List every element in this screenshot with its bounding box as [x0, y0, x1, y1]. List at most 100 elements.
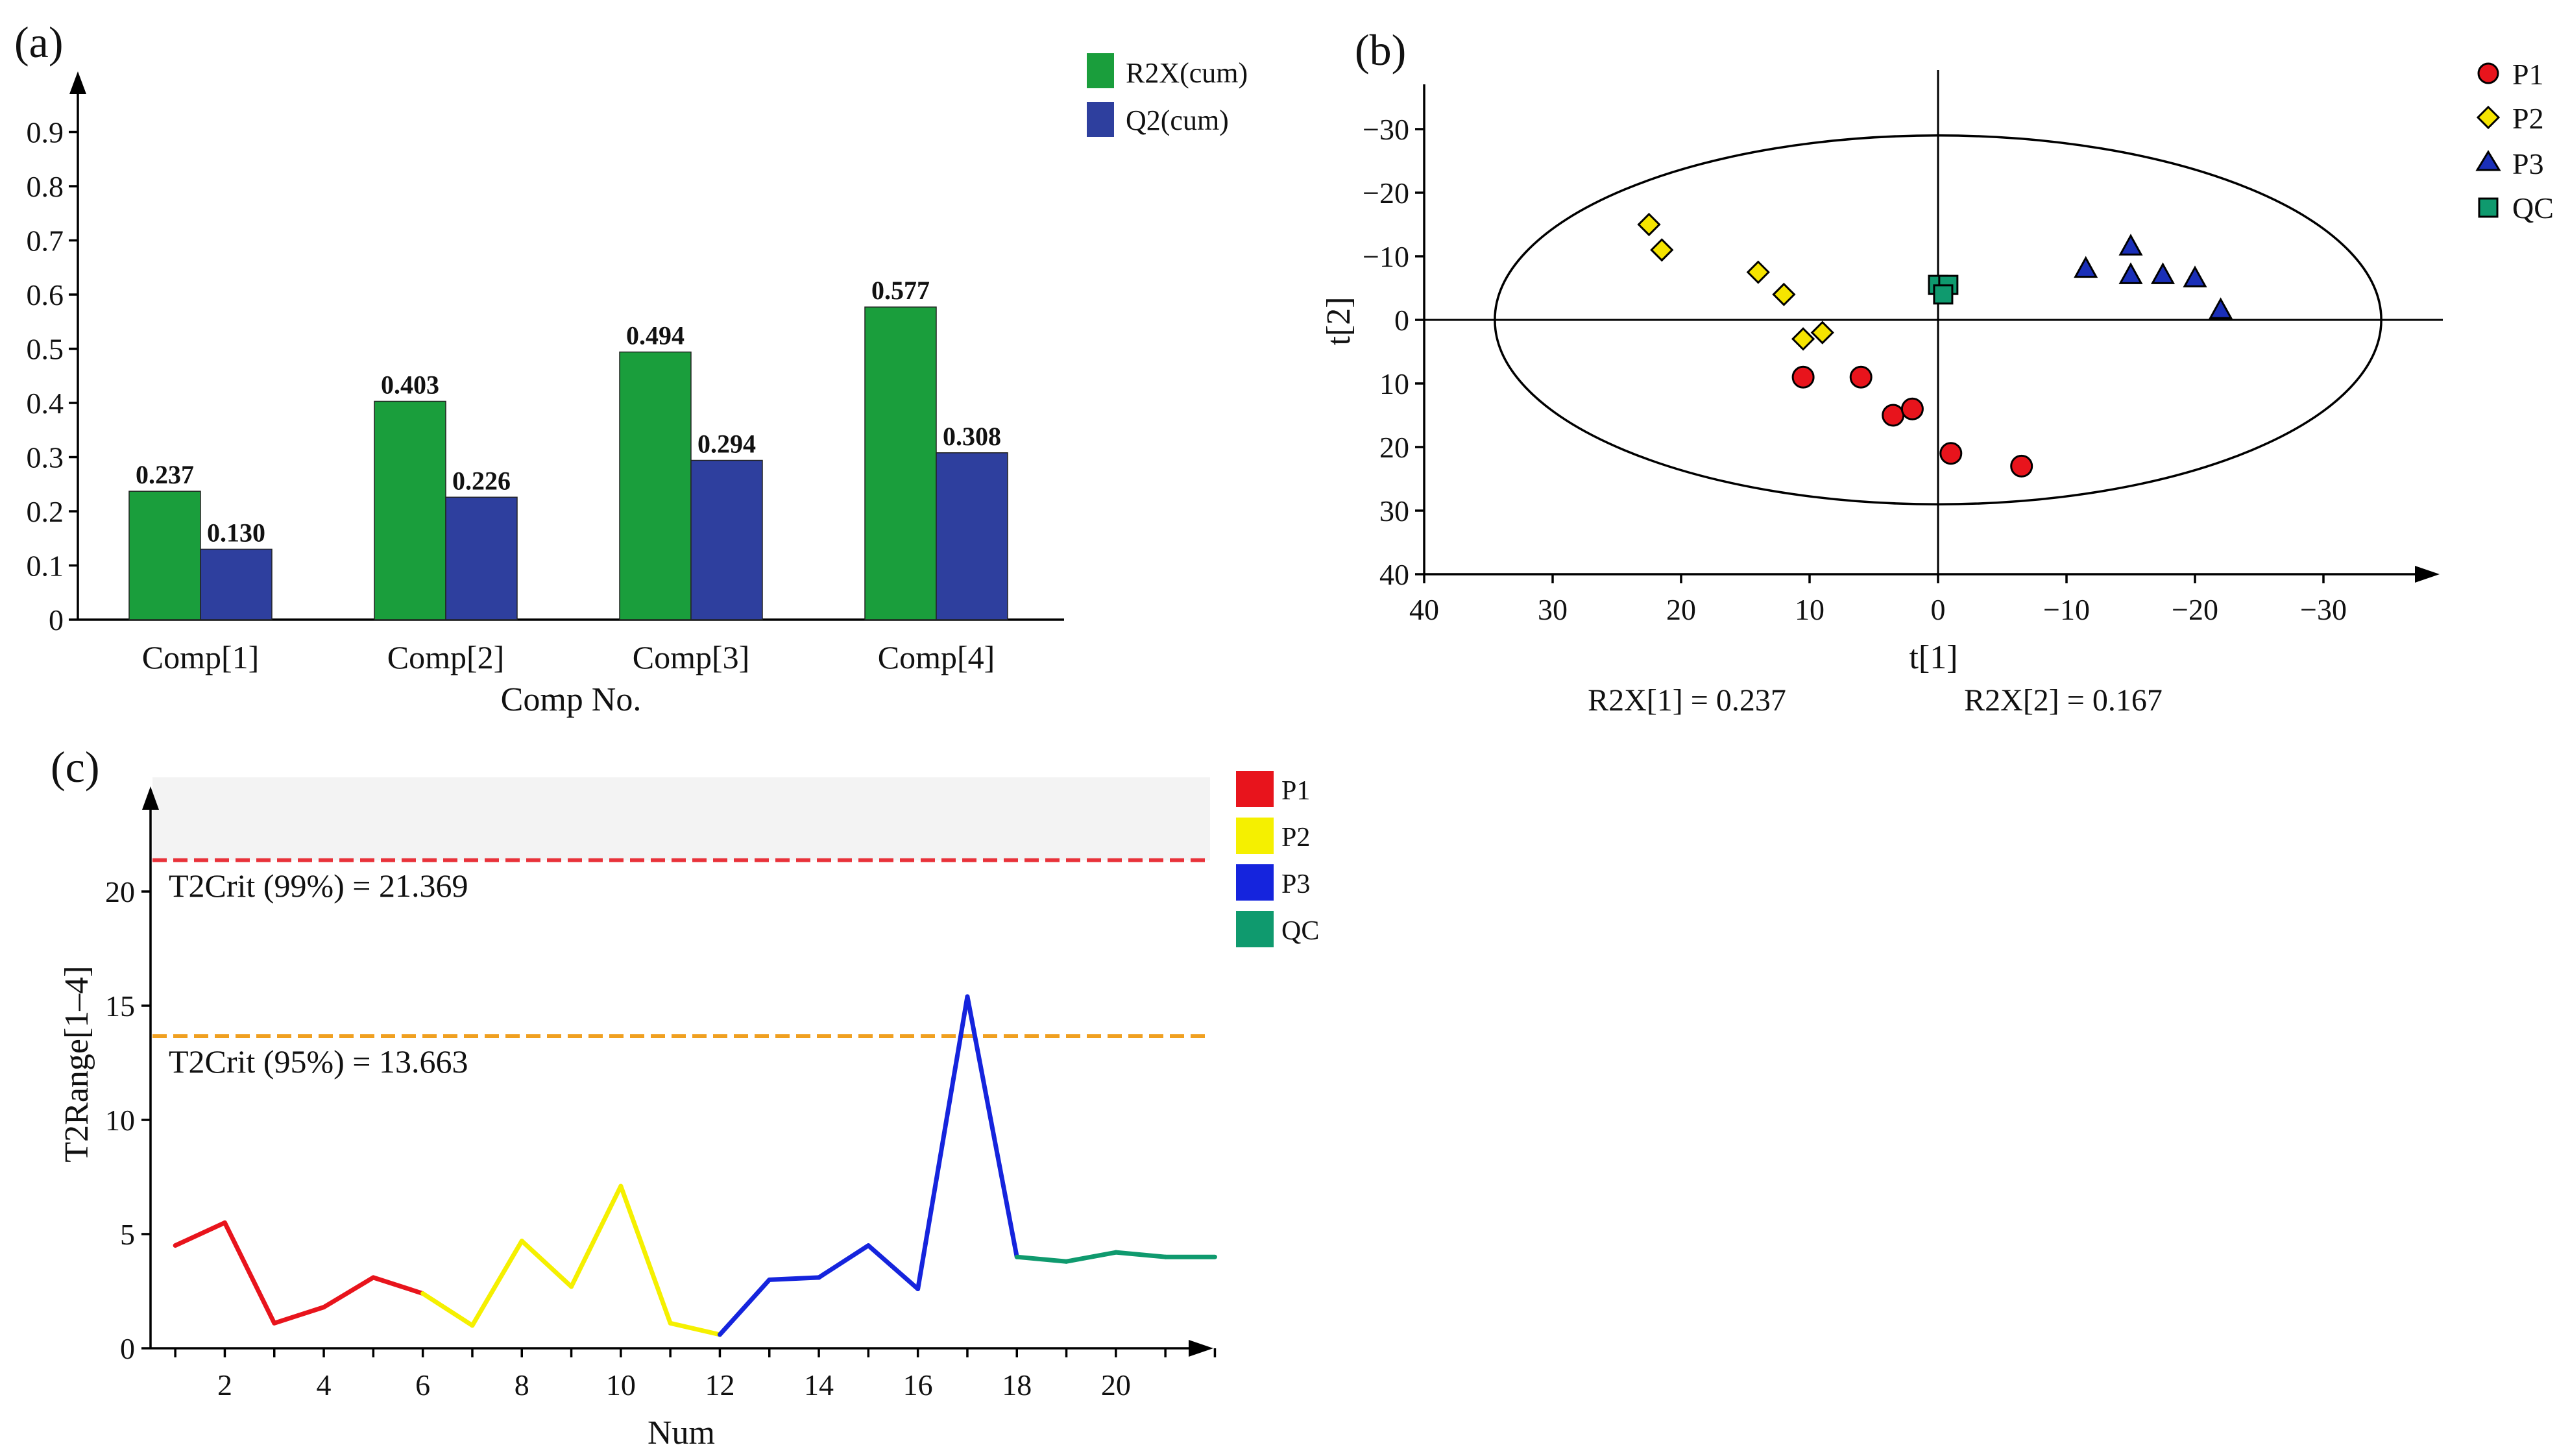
point-p3-5 — [2183, 265, 2207, 287]
line-segment-14 — [816, 1243, 871, 1280]
panel-a-y-tick-label: 0 — [49, 603, 64, 637]
point-p1-2 — [1849, 365, 1873, 389]
panel-b-score-plot: (b) 40 30 20 10 0 −10 −20 −30 −30 −20 −10 0 10 20 30 4… — [1320, 25, 2554, 718]
panel-b-x-tick-label: 20 — [1666, 593, 1696, 626]
panel-a-x-tick-label: Comp[4] — [878, 639, 995, 675]
panel-c-x-tick-label: 10 — [606, 1368, 636, 1401]
bar-r2xcum-3 — [619, 351, 692, 620]
panel-c-x-tick-label: 6 — [415, 1368, 430, 1401]
panel-b-y-tick-label: 30 — [1379, 494, 1409, 528]
panel-c-y-tick-label: 20 — [105, 875, 135, 908]
bar-value-label: 0.308 — [943, 422, 1001, 451]
panel-a-y-tick-label: 0.5 — [27, 333, 64, 366]
legend-label-c-p3: P3 — [1281, 869, 1310, 899]
legend-marker-p2 — [2476, 105, 2501, 130]
point-p1-6 — [2010, 454, 2033, 478]
panel-b-y-tick-label: −20 — [1363, 176, 1409, 210]
point-p2-6 — [1810, 321, 1834, 345]
legend-label-q2: Q2(cum) — [1126, 104, 1229, 136]
point-p1-4 — [1900, 397, 1924, 420]
panel-b-x-tick-label: 10 — [1795, 593, 1824, 626]
panel-c-x-tick-label: 8 — [515, 1368, 529, 1401]
bar-value-label: 0.494 — [626, 321, 685, 350]
legend-swatch-c-p3 — [1236, 864, 1274, 901]
line-segment-13 — [767, 1275, 821, 1282]
legend-label-qc: QC — [2512, 191, 2554, 224]
bar-value-label: 0.130 — [207, 518, 265, 547]
line-segment-10 — [618, 1183, 673, 1326]
panel-b-label: (b) — [1355, 25, 1406, 75]
panel-c-y-tick-label: 5 — [120, 1218, 135, 1251]
panel-b-r2x2-note: R2X[2] = 0.167 — [1964, 683, 2163, 718]
panel-b-x-tick-label: 0 — [1931, 593, 1946, 626]
panel-a-y-tick-label: 0.4 — [27, 387, 64, 420]
panel-a-y-tick-label: 0.7 — [27, 224, 64, 258]
bar-r2xcum-1 — [128, 491, 201, 620]
point-qc-3 — [1933, 284, 1954, 305]
panel-c-x-tick-label: 14 — [804, 1368, 834, 1401]
panel-c-x-tick-label: 20 — [1101, 1368, 1131, 1401]
panel-a-y-arrow — [69, 71, 86, 94]
panel-c-x-tick-label: 12 — [705, 1368, 734, 1401]
panel-b-r2x1-note: R2X[1] = 0.237 — [1588, 683, 1786, 718]
line-segment-8 — [519, 1239, 574, 1289]
point-p2-2 — [1650, 238, 1674, 262]
legend-label-p1: P1 — [2512, 58, 2544, 91]
panel-b-x-tick-label: 40 — [1409, 593, 1439, 626]
panel-b-x-arrow — [2415, 566, 2440, 583]
panel-a-bar-chart: (a) 0 0.1 0.2 0.3 0.4 0.5 0.6 0.7 0.8 0.9 0.237 0.… — [14, 18, 1248, 718]
legend-swatch-c-qc — [1236, 911, 1274, 947]
panel-a-x-axis-title: Comp No. — [501, 681, 642, 718]
point-p2-4 — [1772, 282, 1796, 306]
legend-marker-p1 — [2477, 62, 2499, 84]
legend-swatch-c-p1 — [1236, 771, 1274, 807]
panel-b-y-tick-label: −30 — [1363, 113, 1409, 146]
point-p3-3 — [2118, 262, 2143, 284]
legend-swatch-r2x — [1087, 53, 1114, 88]
line-segment-9 — [569, 1183, 624, 1289]
panel-c-y-arrow — [142, 786, 159, 810]
panel-b-y-tick-label: 10 — [1379, 367, 1409, 400]
panel-b-y-tick-label: 40 — [1379, 558, 1409, 591]
bar-r2xcum-4 — [864, 306, 937, 620]
panel-a-y-tick-label: 0.1 — [27, 550, 64, 583]
line-segment-11 — [668, 1320, 722, 1337]
point-p1-3 — [1882, 404, 1905, 427]
bar-q2cum-4 — [936, 452, 1008, 620]
line-segment-16 — [915, 994, 970, 1291]
panel-c-x-tick-label: 18 — [1002, 1368, 1032, 1401]
panel-c-label: (c) — [51, 742, 99, 792]
legend-label-r2x: R2X(cum) — [1126, 57, 1248, 89]
critical-region-shade — [152, 777, 1210, 860]
panel-a-y-tick-label: 0.8 — [27, 170, 64, 203]
legend-label-c-p1: P1 — [1281, 776, 1310, 806]
panel-c-x-axis-title: Num — [648, 1414, 715, 1451]
panel-a-x-tick-label: Comp[2] — [387, 639, 505, 675]
line-segment-15 — [866, 1243, 921, 1291]
bar-value-label: 0.226 — [452, 466, 511, 495]
threshold-99-label: T2Crit (99%) = 21.369 — [169, 868, 468, 904]
line-segment-1 — [173, 1220, 227, 1248]
panel-b-y-tick-label: 0 — [1394, 304, 1409, 337]
hotelling-ellipse — [1494, 134, 2382, 505]
line-segment-2 — [222, 1220, 277, 1326]
point-p3-4 — [2150, 262, 2176, 284]
panel-b-x-tick-label: −10 — [2043, 593, 2090, 626]
panel-c-y-axis-title: T2Range[1–4] — [58, 965, 95, 1162]
panel-c-y-tick-label: 0 — [120, 1332, 135, 1365]
bar-value-label: 0.577 — [871, 276, 930, 305]
line-segment-7 — [470, 1239, 524, 1328]
line-segment-18 — [1014, 1254, 1069, 1264]
panel-b-x-tick-label: 30 — [1538, 593, 1568, 626]
panel-c-y-tick-label: 15 — [105, 989, 135, 1023]
point-p2-3 — [1746, 260, 1770, 284]
panel-a-x-tick-label: Comp[1] — [142, 639, 260, 675]
panel-c-x-arrow — [1189, 1340, 1213, 1357]
line-segment-17 — [965, 994, 1019, 1259]
panel-c-y-tick-label: 10 — [105, 1104, 135, 1137]
legend-label-p2: P2 — [2512, 102, 2544, 135]
panel-b-x-tick-label: −20 — [2172, 593, 2218, 626]
point-p3-6 — [2209, 297, 2233, 319]
panel-c-legend: P1 P2 P3 QC — [1236, 771, 1319, 947]
